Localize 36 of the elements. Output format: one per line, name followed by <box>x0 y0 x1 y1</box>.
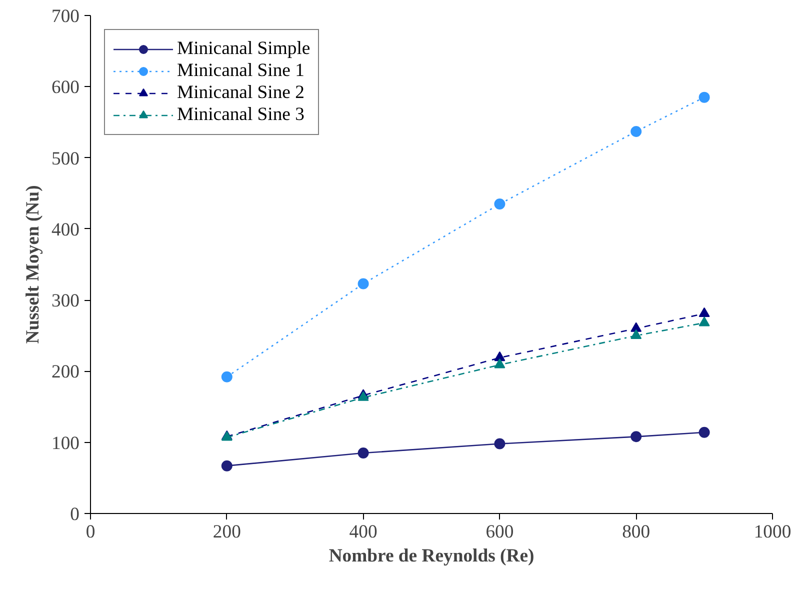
point <box>630 126 642 137</box>
legend-label: Minicanal Sine 3 <box>177 104 304 126</box>
x-tick-label: 600 <box>486 522 514 542</box>
x-tick-label: 1000 <box>754 522 792 542</box>
point <box>494 438 506 450</box>
legend-label: Minicanal Sine 1 <box>177 60 304 82</box>
point <box>630 322 642 332</box>
x-axis-title: Nombre de Reynolds (Re) <box>328 546 534 566</box>
y-tick-label: 600 <box>52 77 80 98</box>
x-tick-label: 200 <box>212 522 241 542</box>
y-tick-label: 200 <box>52 362 80 383</box>
point <box>221 460 232 472</box>
point <box>698 307 710 317</box>
legend-label: Minicanal Sine 2 <box>177 82 304 104</box>
point <box>494 198 506 210</box>
y-tick-label: 100 <box>52 432 80 454</box>
x-tick-label: 800 <box>622 522 650 542</box>
y-tick-label: 700 <box>52 6 80 27</box>
y-tick-label: 500 <box>52 148 80 170</box>
point <box>221 371 232 382</box>
point <box>494 358 506 368</box>
point <box>630 431 642 442</box>
point <box>698 316 710 326</box>
y-tick-label: 300 <box>52 290 80 312</box>
y-tick-label: 400 <box>52 219 80 240</box>
point <box>358 278 369 290</box>
point <box>494 351 506 362</box>
legend-label: Minicanal Simple <box>177 38 310 60</box>
x-tick-label: 0 <box>86 522 96 542</box>
point <box>698 426 710 438</box>
y-tick-label: 0 <box>70 504 80 525</box>
point <box>358 448 369 459</box>
x-tick-label: 400 <box>349 522 378 542</box>
point <box>698 92 710 103</box>
point <box>630 329 642 340</box>
y-axis-title: Nusselt Moyen (Nu) <box>22 185 44 344</box>
